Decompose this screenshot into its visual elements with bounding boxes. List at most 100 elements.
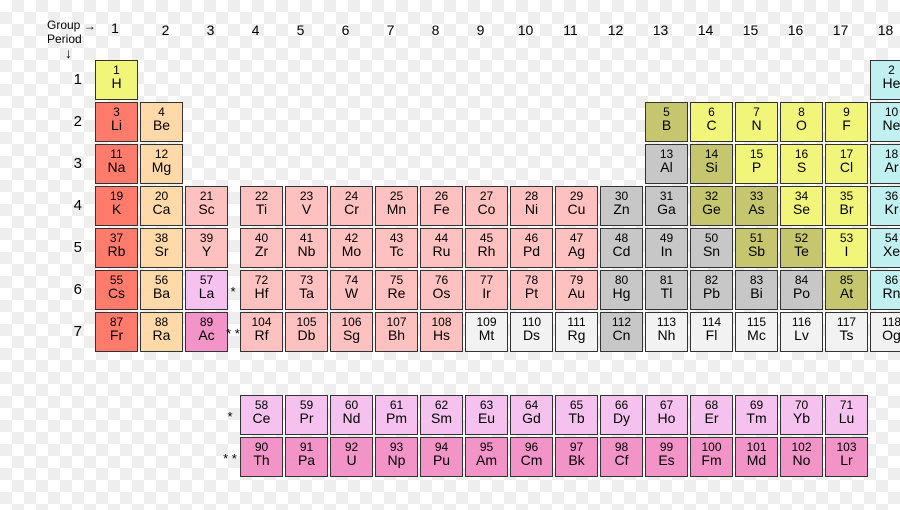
group-number: 13 (651, 22, 671, 38)
element-symbol: Tb (556, 411, 597, 426)
element-cell-Tl: 81Tl (645, 270, 688, 310)
element-cell-Ba: 56Ba (140, 270, 183, 310)
element-symbol: N (736, 118, 777, 133)
element-cell-Pm: 61Pm (375, 395, 418, 435)
element-cell-Cm: 96Cm (510, 437, 553, 477)
element-cell-Al: 13Al (645, 144, 688, 184)
element-cell-Pd: 46Pd (510, 228, 553, 268)
element-cell-Rn: 86Rn (870, 270, 900, 310)
element-cell-Lu: 71Lu (825, 395, 868, 435)
element-cell-Sc: 21Sc (185, 186, 228, 226)
element-symbol: W (331, 286, 372, 301)
element-symbol: No (781, 453, 822, 468)
element-symbol: Ce (241, 411, 282, 426)
element-cell-Ar: 18Ar (870, 144, 900, 184)
element-cell-Fm: 100Fm (690, 437, 733, 477)
element-symbol: Au (556, 286, 597, 301)
element-symbol: Ho (646, 411, 687, 426)
element-symbol: Cd (601, 244, 642, 259)
element-cell-Sn: 50Sn (690, 228, 733, 268)
element-symbol: Nh (646, 328, 687, 343)
element-symbol: Ne (871, 118, 900, 133)
fblock-marker: * (222, 409, 238, 424)
element-symbol: As (736, 202, 777, 217)
element-symbol: Fm (691, 453, 732, 468)
element-symbol: S (781, 160, 822, 175)
element-symbol: Ge (691, 202, 732, 217)
group-number: 8 (426, 22, 446, 38)
element-symbol: Mg (141, 160, 182, 175)
element-cell-Tm: 69Tm (735, 395, 778, 435)
group-number: 4 (246, 22, 266, 38)
group-number: 6 (336, 22, 356, 38)
element-symbol: Cn (601, 328, 642, 343)
element-symbol: Ds (511, 328, 552, 343)
period-label: Period (47, 32, 96, 46)
element-symbol: Zr (241, 244, 282, 259)
element-symbol: At (826, 286, 867, 301)
element-symbol: P (736, 160, 777, 175)
element-cell-Re: 75Re (375, 270, 418, 310)
element-symbol: Tc (376, 244, 417, 259)
element-cell-Hg: 80Hg (600, 270, 643, 310)
element-symbol: Pr (286, 411, 327, 426)
element-cell-Hf: 72Hf (240, 270, 283, 310)
element-cell-P: 15P (735, 144, 778, 184)
element-cell-Mo: 42Mo (330, 228, 373, 268)
element-cell-Cd: 48Cd (600, 228, 643, 268)
element-symbol: Mo (331, 244, 372, 259)
element-cell-Au: 79Au (555, 270, 598, 310)
group-number: 1 (105, 20, 125, 36)
element-symbol: Br (826, 202, 867, 217)
element-symbol: Rb (96, 244, 137, 259)
element-symbol: Cr (331, 202, 372, 217)
element-cell-Zn: 30Zn (600, 186, 643, 226)
element-cell-N: 7N (735, 102, 778, 142)
element-cell-Si: 14Si (690, 144, 733, 184)
element-symbol: Li (96, 118, 137, 133)
element-cell-Db: 105Db (285, 312, 328, 352)
element-symbol: K (96, 202, 137, 217)
group-number: 11 (561, 22, 581, 38)
element-symbol: O (781, 118, 822, 133)
element-cell-Fe: 26Fe (420, 186, 463, 226)
element-symbol: Cl (826, 160, 867, 175)
element-cell-Kr: 36Kr (870, 186, 900, 226)
element-symbol: Si (691, 160, 732, 175)
element-cell-La: 57La (185, 270, 228, 310)
element-cell-Fl: 114Fl (690, 312, 733, 352)
element-cell-Po: 84Po (780, 270, 823, 310)
element-cell-Es: 99Es (645, 437, 688, 477)
element-symbol: B (646, 118, 687, 133)
element-cell-As: 33As (735, 186, 778, 226)
element-symbol: Bh (376, 328, 417, 343)
element-symbol: Ar (871, 160, 900, 175)
element-symbol: Ts (826, 328, 867, 343)
element-symbol: Kr (871, 202, 900, 217)
period-number: 7 (68, 323, 82, 340)
element-cell-Bh: 107Bh (375, 312, 418, 352)
element-symbol: Rn (871, 286, 900, 301)
element-cell-Ag: 47Ag (555, 228, 598, 268)
element-cell-F: 9F (825, 102, 868, 142)
element-cell-Nh: 113Nh (645, 312, 688, 352)
element-cell-Cr: 24Cr (330, 186, 373, 226)
element-symbol: Hs (421, 328, 462, 343)
element-cell-O: 8O (780, 102, 823, 142)
element-symbol: Gd (511, 411, 552, 426)
element-symbol: Rf (241, 328, 282, 343)
element-symbol: Mn (376, 202, 417, 217)
element-cell-Ir: 77Ir (465, 270, 508, 310)
element-cell-Y: 39Y (185, 228, 228, 268)
element-cell-Og: 118Og (870, 312, 900, 352)
element-symbol: Fl (691, 328, 732, 343)
element-cell-Na: 11Na (95, 144, 138, 184)
arrow-right-icon: → (84, 19, 96, 33)
element-cell-C: 6C (690, 102, 733, 142)
period-number: 2 (68, 113, 82, 130)
element-cell-Te: 52Te (780, 228, 823, 268)
element-cell-Sm: 62Sm (420, 395, 463, 435)
group-number: 5 (291, 22, 311, 38)
group-number: 3 (201, 22, 221, 38)
element-cell-Os: 76Os (420, 270, 463, 310)
